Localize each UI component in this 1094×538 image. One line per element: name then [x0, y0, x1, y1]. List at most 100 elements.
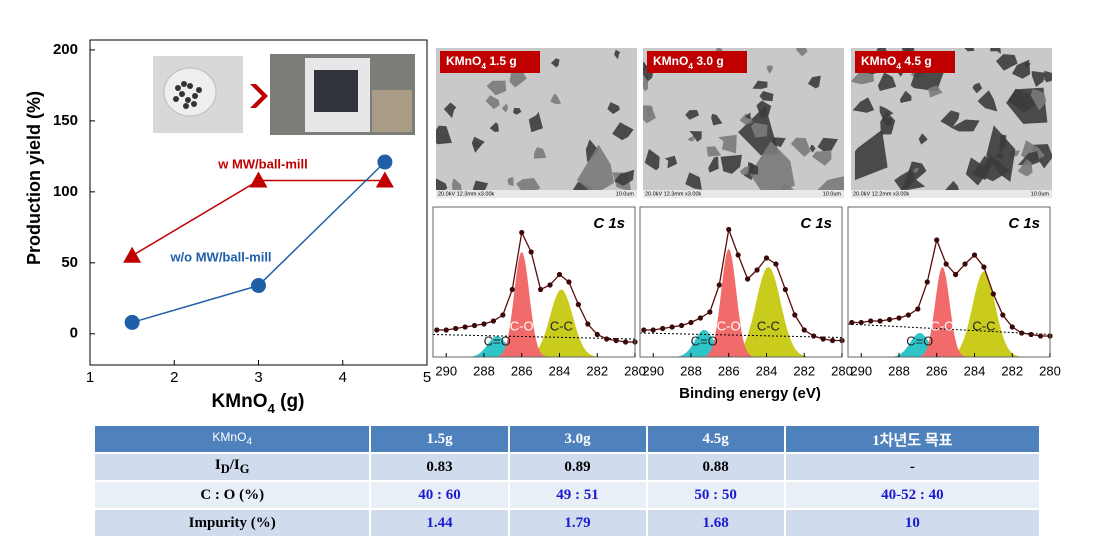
- data-point: [726, 226, 732, 233]
- component-peak: [433, 252, 635, 357]
- sem-footer-bar: [436, 190, 637, 198]
- y-tick-label: 50: [61, 254, 78, 271]
- xps-x-label: Binding energy (eV): [679, 385, 821, 402]
- data-point: [622, 339, 629, 345]
- data-point: [858, 319, 864, 326]
- component-peak: [848, 267, 1050, 357]
- flake: [689, 131, 702, 143]
- data-point: [934, 237, 940, 243]
- x-tick-label: 280: [1039, 363, 1061, 378]
- data-point: [594, 331, 600, 338]
- flake: [918, 133, 928, 145]
- table-cell: KMnO4: [92, 424, 372, 454]
- data-point: [990, 291, 996, 297]
- data-point: [801, 327, 807, 333]
- flake: [817, 137, 838, 152]
- data-point: [434, 327, 440, 333]
- flake: [436, 125, 452, 145]
- table-cell: -: [783, 452, 1042, 482]
- sem-label-part: 1.5 g: [486, 54, 517, 68]
- sem-footer: 20.0kV 12.2mm x3.00k: [853, 191, 910, 197]
- x-tick-label: 282: [586, 363, 608, 378]
- flake: [513, 108, 522, 115]
- sem-label-sub: 4: [896, 61, 901, 71]
- sem-label-part: KMnO: [446, 54, 481, 68]
- y-tick-label: 150: [53, 112, 78, 129]
- table-cell: Impurity (%): [92, 508, 372, 538]
- x-tick-label: 4: [339, 369, 347, 386]
- flake: [972, 82, 983, 94]
- marker: [375, 171, 394, 188]
- data-point: [453, 325, 459, 332]
- flake: [894, 169, 912, 191]
- table-cell: 0.89: [507, 452, 648, 482]
- flake: [711, 113, 723, 126]
- cell-text: 50 : 50: [694, 486, 737, 503]
- envelope: [436, 230, 635, 343]
- cell-text: -: [909, 458, 915, 475]
- sem-scale: 10.0um: [1031, 191, 1050, 197]
- sem-image: 20.0kV 12.3mm x3.00k 10.0um KMnO4 3.0 g: [643, 48, 844, 198]
- flake: [706, 146, 722, 157]
- cell-text: 1차년도 목표: [872, 432, 953, 449]
- flake: [739, 166, 750, 176]
- data-point: [707, 309, 713, 315]
- x-tick-label: 280: [831, 363, 853, 378]
- flake: [747, 161, 759, 175]
- x-tick-label: 284: [756, 363, 778, 378]
- marker: [251, 278, 266, 294]
- inset-photos: [153, 54, 415, 135]
- table-cell: 3.0g: [507, 424, 648, 454]
- peak-label: C-C: [972, 318, 995, 333]
- data-point: [575, 301, 581, 308]
- data-point: [782, 286, 788, 293]
- flake: [612, 122, 634, 141]
- cell-text: 0.83: [426, 458, 453, 475]
- flake: [1031, 71, 1046, 88]
- flake: [986, 125, 1016, 182]
- flake: [607, 102, 620, 115]
- data-point: [962, 261, 968, 267]
- flake: [685, 109, 699, 120]
- data-point: [547, 282, 553, 288]
- sem-footer: 20.0kV 12.3mm x3.00k: [438, 191, 495, 197]
- flake: [501, 104, 509, 113]
- data-point: [556, 271, 563, 278]
- data-point: [886, 316, 893, 323]
- flake: [1008, 88, 1036, 113]
- data-point: [971, 252, 978, 258]
- data-point: [641, 327, 647, 333]
- data-point: [462, 324, 468, 330]
- sem-label-bg: [647, 51, 747, 73]
- flake: [720, 154, 742, 174]
- baseline: [639, 332, 843, 338]
- x-tick-label: 288: [888, 363, 910, 378]
- table-cell: 40-52 : 40: [783, 480, 1042, 510]
- flake: [614, 49, 621, 60]
- data-point: [481, 321, 487, 327]
- y-tick-label: 100: [53, 183, 78, 200]
- flake: [528, 111, 543, 133]
- x-axis-label: KMnO4 (g): [212, 391, 305, 416]
- flake: [964, 48, 975, 52]
- flake: [906, 161, 927, 186]
- data-point: [773, 261, 779, 267]
- flake: [751, 122, 768, 138]
- component-peak: [433, 336, 635, 357]
- flake: [718, 134, 737, 154]
- table: KMnO4 1.5g 3.0g 4.5g 1차년도 목표 ID/IG 0.83 0.89 0.8…: [92, 424, 1042, 538]
- cell-text: 0.88: [702, 458, 729, 475]
- sem-label: KMnO4 1.5 g: [446, 54, 517, 71]
- table-cell: 10: [783, 508, 1042, 538]
- flake: [854, 129, 888, 181]
- data-point: [519, 229, 525, 236]
- flake: [749, 141, 795, 198]
- flake: [472, 180, 489, 198]
- flake: [852, 97, 875, 113]
- flake: [516, 177, 541, 197]
- arrow: [250, 84, 268, 108]
- panel-frame: [639, 206, 843, 358]
- flake: [614, 169, 635, 186]
- flake: [999, 134, 1007, 153]
